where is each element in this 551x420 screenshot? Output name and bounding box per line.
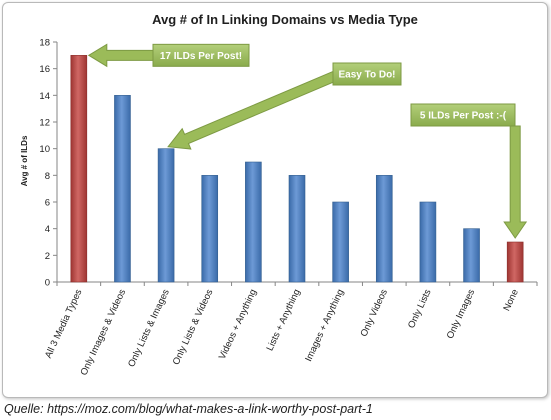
y-tick-label: 12 xyxy=(39,118,50,129)
bar xyxy=(201,175,219,283)
x-tick-label: Videos + Anything xyxy=(217,288,259,362)
y-tick-label: 8 xyxy=(45,171,50,182)
source-caption: Quelle: https://moz.com/blog/what-makes-… xyxy=(4,402,373,416)
y-tick-label: 16 xyxy=(39,64,50,75)
annotations: 17 ILDs Per Post! Easy To Do! 5 ILDs Per P… xyxy=(87,43,528,239)
bar xyxy=(506,241,524,283)
y-tick-label: 14 xyxy=(39,91,50,102)
annotation-arrow xyxy=(87,43,154,68)
annotation-box xyxy=(410,103,516,127)
chart-frame: Avg # of In Linking Domains vs Media Typ… xyxy=(2,2,548,398)
annotation-box xyxy=(152,43,250,67)
y-tick-label: 4 xyxy=(45,224,50,235)
bar xyxy=(419,201,437,283)
annotation-arrow xyxy=(503,125,528,239)
x-tick-label: Only Images & Videos xyxy=(79,287,129,377)
x-tick-label: Images + Anything xyxy=(303,288,346,364)
y-tick-label: 10 xyxy=(39,144,50,155)
annotation-label: Easy To Do! xyxy=(338,70,395,81)
bar xyxy=(288,175,306,283)
x-tick-label: None xyxy=(501,288,521,313)
bar xyxy=(114,95,131,283)
annotation-label: 5 ILDs Per Post :-( xyxy=(420,111,507,122)
bar xyxy=(332,201,349,283)
bar xyxy=(70,55,88,283)
annotation-arrow xyxy=(167,70,338,150)
y-tick-label: 6 xyxy=(45,198,50,209)
bar xyxy=(463,228,480,283)
x-tick-label: Only Videos xyxy=(358,287,390,338)
y-tick-label: 0 xyxy=(45,278,50,289)
bar-chart: Avg # of In Linking Domains vs Media Typ… xyxy=(20,12,538,377)
bar xyxy=(157,148,175,283)
bar xyxy=(375,175,393,283)
x-tick-label: Only Images xyxy=(445,287,478,340)
bar xyxy=(245,161,262,283)
axes: 0 2 4 6 8 10 12 14 16 18 xyxy=(39,38,538,289)
x-tick-label: All 3 Media Types xyxy=(43,287,85,360)
x-tick-label: Only Lists & Videos xyxy=(171,287,216,366)
annotation-label: 17 ILDs Per Post! xyxy=(160,51,242,62)
x-tick-label: Only Lists xyxy=(406,287,434,330)
x-tick-label: Only Lists & Images xyxy=(126,287,172,368)
bars xyxy=(70,55,524,283)
annotation-box xyxy=(332,62,402,86)
y-axis-label: Avg # of ILDs xyxy=(20,135,29,186)
chart-title: Avg # of In Linking Domains vs Media Typ… xyxy=(152,12,418,27)
y-tick-label: 2 xyxy=(45,251,50,262)
x-tick-label: Lists + Anything xyxy=(265,288,303,353)
y-tick-label: 18 xyxy=(39,38,50,49)
